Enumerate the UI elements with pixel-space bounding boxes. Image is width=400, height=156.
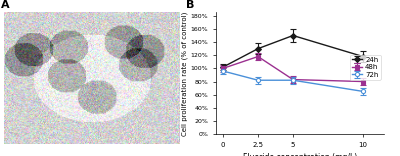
Legend: 24h, 48h, 72h: 24h, 48h, 72h: [350, 55, 380, 80]
Text: B: B: [186, 0, 194, 10]
X-axis label: Fluoride concentration (mg/L): Fluoride concentration (mg/L): [243, 153, 357, 156]
Text: A: A: [0, 0, 9, 10]
Y-axis label: Cell proliferation rate (% of control): Cell proliferation rate (% of control): [181, 11, 188, 136]
